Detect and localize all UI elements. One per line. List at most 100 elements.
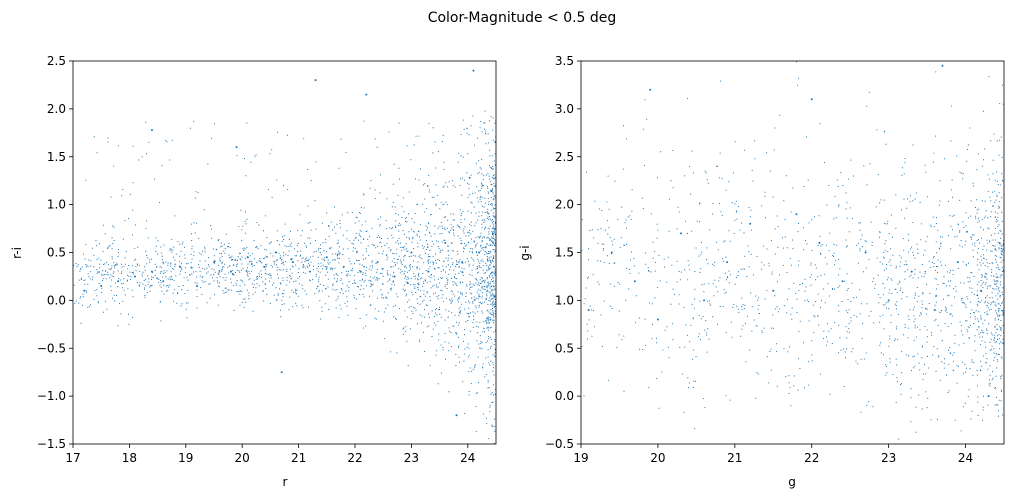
left-y-tick-label: 1.0 <box>47 198 66 212</box>
left-data-point <box>455 414 458 417</box>
left-data-point <box>280 371 283 374</box>
right-data-point <box>818 241 821 244</box>
left-data-point <box>246 256 249 259</box>
right-x-tick-label: 20 <box>650 451 665 465</box>
left-data-point <box>100 285 103 288</box>
left-y-axis-label: r-i <box>10 247 24 259</box>
right-y-tick-label: 0.5 <box>555 341 574 355</box>
right-data-point <box>656 318 659 321</box>
left-data-point <box>275 251 278 254</box>
right-data-point <box>726 261 729 264</box>
left-data-point <box>314 79 317 82</box>
right-data-point <box>679 232 682 235</box>
left-x-tick-label: 24 <box>460 451 475 465</box>
left-data-point <box>179 265 182 268</box>
left-x-tick-label: 17 <box>65 451 80 465</box>
right-data-point <box>979 289 982 292</box>
right-x-tick-label: 23 <box>881 451 896 465</box>
left-data-point <box>472 69 475 72</box>
left-x-tick-label: 19 <box>178 451 193 465</box>
right-data-point <box>587 308 590 311</box>
right-data-point <box>933 308 936 311</box>
right-y-axis: −0.5 0.0 0.5 1.0 1.5 2.0 2.5 3.0 3.5 <box>545 54 581 451</box>
right-data-point <box>841 280 844 283</box>
left-data-point <box>461 261 464 264</box>
right-y-tick-label: 3.5 <box>555 54 574 68</box>
right-x-tick-label: 21 <box>727 451 742 465</box>
left-data-point <box>229 270 232 273</box>
left-data-point <box>376 261 379 264</box>
left-data-point <box>365 93 368 96</box>
right-x-tick-label: 24 <box>958 451 973 465</box>
left-x-tick-label: 20 <box>235 451 250 465</box>
right-data-point <box>772 289 775 292</box>
right-y-tick-label: 2.0 <box>555 198 574 212</box>
left-x-tick-label: 18 <box>122 451 137 465</box>
right-data-point <box>987 395 990 398</box>
right-x-axis-label: g <box>788 475 796 489</box>
left-y-tick-label: 2.5 <box>47 54 66 68</box>
left-data-point <box>263 265 266 268</box>
left-x-tick-label: 22 <box>347 451 362 465</box>
left-data-point <box>444 241 447 244</box>
left-data-point <box>235 146 238 149</box>
left-y-tick-label: −1.0 <box>37 389 66 403</box>
right-data-point <box>864 251 867 254</box>
right-plot: 19 20 21 22 23 24 −0.5 0.0 0.5 1.0 1.5 2.0 2.5 3.0 3.… <box>518 54 1005 489</box>
left-x-tick-label: 21 <box>291 451 306 465</box>
right-data-point <box>610 251 613 254</box>
left-data-point <box>117 280 120 283</box>
figure-title: Color-Magnitude < 0.5 deg <box>428 10 617 26</box>
left-y-tick-label: 2.0 <box>47 102 66 116</box>
right-plot-points <box>581 61 1004 440</box>
left-data-point <box>478 251 481 254</box>
right-x-axis: 19 20 21 22 23 24 <box>573 444 973 465</box>
right-y-tick-label: 1.0 <box>555 293 574 307</box>
left-data-point <box>342 265 345 268</box>
left-data-point <box>162 280 165 283</box>
left-data-point <box>308 270 311 273</box>
left-data-point <box>150 128 153 131</box>
left-y-tick-label: 1.5 <box>47 150 66 164</box>
left-data-point <box>359 270 362 273</box>
left-data-point <box>325 256 328 259</box>
right-data-point <box>941 64 944 67</box>
right-data-point <box>795 213 798 216</box>
left-plot: 17 18 19 20 21 22 23 24 −1.5 −1.0 −0.5 0.0 0.5 1.0 1.… <box>10 54 497 489</box>
left-y-tick-label: 0.0 <box>47 293 66 307</box>
right-data-point <box>703 299 706 302</box>
right-data-point <box>649 88 652 91</box>
left-x-axis: 17 18 19 20 21 22 23 24 <box>65 444 475 465</box>
left-data-point <box>134 275 137 278</box>
right-y-tick-label: 2.5 <box>555 150 574 164</box>
left-y-tick-label: 0.5 <box>47 246 66 260</box>
right-y-tick-label: 0.0 <box>555 389 574 403</box>
left-plot-points <box>73 69 496 444</box>
left-data-point <box>410 251 413 254</box>
right-y-tick-label: 1.5 <box>555 246 574 260</box>
left-data-point <box>83 289 86 292</box>
left-x-tick-label: 23 <box>404 451 419 465</box>
left-y-axis: −1.5 −1.0 −0.5 0.0 0.5 1.0 1.5 2.0 2.5 <box>37 54 73 451</box>
right-data-point <box>956 261 959 264</box>
left-x-axis-label: r <box>283 475 288 489</box>
right-data-point <box>633 280 636 283</box>
right-data-point <box>910 270 913 273</box>
right-data-point <box>810 98 813 101</box>
right-x-tick-label: 19 <box>573 451 588 465</box>
left-data-point <box>291 261 294 264</box>
left-data-point <box>196 285 199 288</box>
left-y-tick-label: −0.5 <box>37 341 66 355</box>
left-data-point <box>427 270 430 273</box>
left-data-point <box>393 275 396 278</box>
right-y-tick-label: 3.0 <box>555 102 574 116</box>
right-y-axis-label: g-i <box>518 245 532 260</box>
left-data-point <box>213 261 215 264</box>
right-x-tick-label: 22 <box>804 451 819 465</box>
right-data-point <box>887 299 890 302</box>
right-y-tick-label: −0.5 <box>545 437 574 451</box>
left-y-tick-label: −1.5 <box>37 437 66 451</box>
left-data-point <box>150 270 153 273</box>
